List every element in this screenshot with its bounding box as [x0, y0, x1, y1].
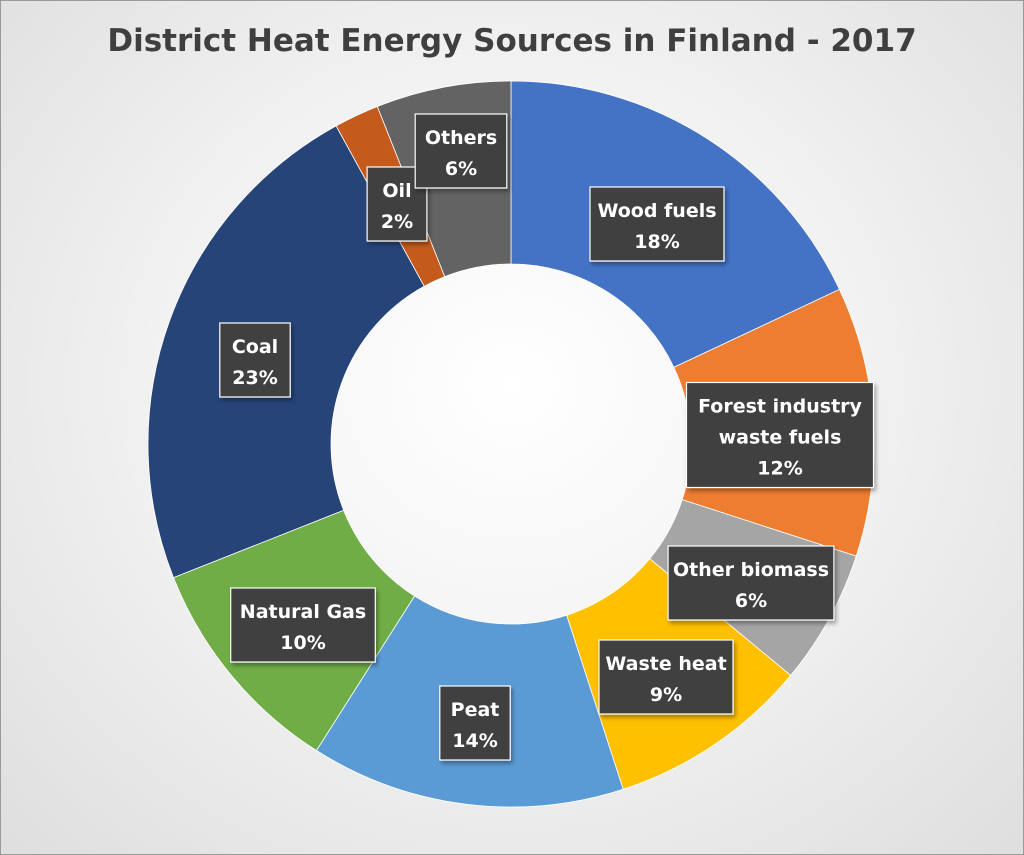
data-label-natural-gas: Natural Gas 10% — [230, 587, 376, 663]
data-label-text: 18% — [634, 231, 679, 253]
data-label-text: 10% — [280, 632, 325, 654]
data-label-text: Other biomass — [673, 559, 829, 581]
data-label-box — [230, 587, 376, 663]
data-label-forest-industry-waste-fuels: Forest industry waste fuels 12% — [685, 381, 875, 489]
data-label-box — [598, 639, 734, 715]
data-label-text: Coal — [232, 336, 278, 358]
data-label-text: Wood fuels — [597, 200, 716, 222]
data-label-text: 12% — [757, 458, 802, 480]
data-label-others: Others 6% — [414, 113, 508, 189]
data-label-text: Oil — [382, 180, 411, 202]
data-label-box — [439, 685, 511, 761]
data-label-wood-fuels: Wood fuels 18% — [589, 186, 725, 262]
data-label-text: Natural Gas — [240, 601, 366, 623]
data-label-text: 14% — [452, 730, 497, 752]
data-label-text: Peat — [451, 699, 500, 721]
data-labels: Wood fuels 18% Forest industry waste fuels 1… — [219, 113, 875, 761]
data-label-text: 6% — [735, 590, 767, 612]
data-label-text: Others — [425, 127, 497, 149]
data-label-other-biomass: Other biomass 6% — [667, 545, 835, 621]
data-label-text: waste fuels — [719, 427, 842, 449]
data-label-waste-heat: Waste heat 9% — [598, 639, 734, 715]
data-label-text: Forest industry — [698, 396, 862, 418]
data-label-box — [667, 545, 835, 621]
data-label-coal: Coal 23% — [219, 322, 291, 398]
data-label-text: 6% — [445, 158, 477, 180]
data-label-box — [589, 186, 725, 262]
data-label-text: 23% — [232, 367, 277, 389]
data-label-box — [219, 322, 291, 398]
data-label-text: 9% — [650, 684, 682, 706]
data-label-text: Waste heat — [605, 653, 726, 675]
data-label-text: 2% — [381, 211, 413, 233]
chart-title: District Heat Energy Sources in Finland … — [107, 23, 917, 59]
data-label-box — [685, 381, 875, 489]
data-label-peat: Peat 14% — [439, 685, 511, 761]
data-label-box — [414, 113, 508, 189]
